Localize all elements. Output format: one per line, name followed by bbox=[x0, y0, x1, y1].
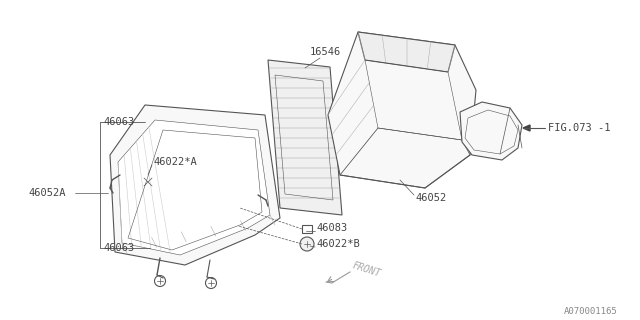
Text: 46063: 46063 bbox=[103, 243, 134, 253]
Text: 46022*B: 46022*B bbox=[316, 239, 360, 249]
Text: 46083: 46083 bbox=[316, 223, 348, 233]
Text: 16546: 16546 bbox=[310, 47, 341, 57]
Text: 46022*A: 46022*A bbox=[153, 157, 196, 167]
Text: 46052A: 46052A bbox=[28, 188, 65, 198]
Polygon shape bbox=[118, 120, 270, 255]
Text: 46052: 46052 bbox=[415, 193, 446, 203]
Polygon shape bbox=[523, 125, 530, 131]
Polygon shape bbox=[268, 60, 342, 215]
Circle shape bbox=[300, 237, 314, 251]
Polygon shape bbox=[328, 32, 476, 188]
Polygon shape bbox=[110, 105, 280, 265]
Text: FRONT: FRONT bbox=[351, 260, 381, 279]
Text: FIG.073 -1: FIG.073 -1 bbox=[548, 123, 611, 133]
Text: A070001165: A070001165 bbox=[564, 308, 618, 316]
Polygon shape bbox=[460, 102, 522, 160]
Text: 46063: 46063 bbox=[103, 117, 134, 127]
Polygon shape bbox=[358, 32, 455, 72]
Bar bbox=[302, 225, 312, 233]
